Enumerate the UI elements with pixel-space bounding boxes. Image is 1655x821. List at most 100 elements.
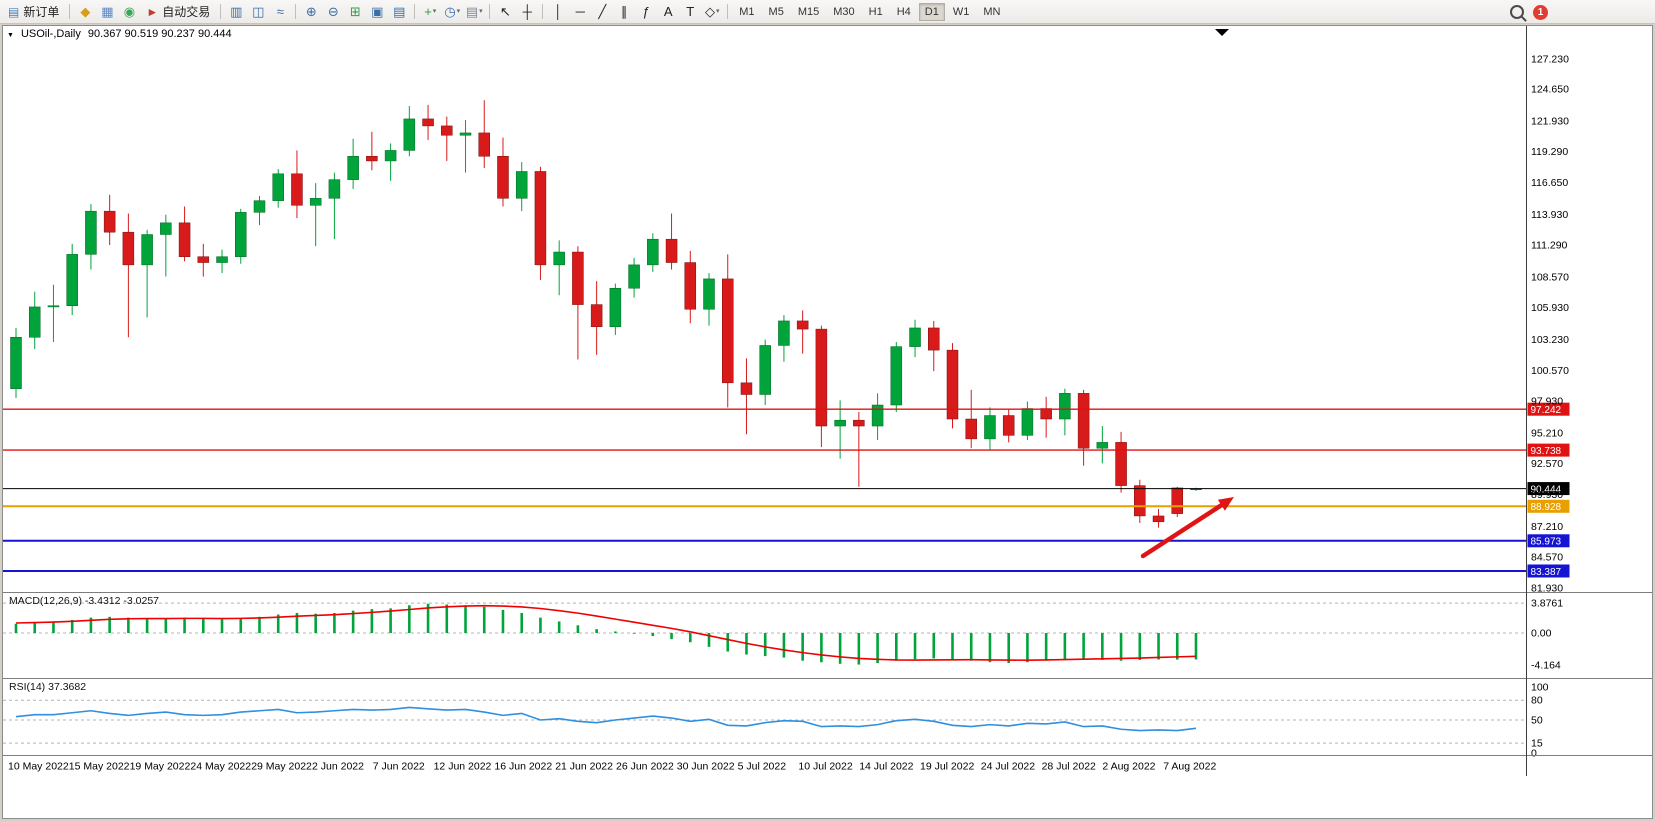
equidistant-channel-icon[interactable]: ∥ xyxy=(621,4,628,19)
shapes-icon[interactable]: ◇ ▾ xyxy=(705,4,720,19)
zoom-in-icon[interactable]: ⊕ xyxy=(305,4,317,19)
toolbar-separator xyxy=(414,4,416,19)
cursor-icon[interactable]: ↖ xyxy=(499,4,511,19)
svg-text:50: 50 xyxy=(1531,715,1543,727)
svg-text:16 Jun 2022: 16 Jun 2022 xyxy=(494,761,552,773)
svg-text:81.930: 81.930 xyxy=(1531,583,1563,595)
market-watch-icon[interactable]: ◆ xyxy=(80,4,91,19)
svg-text:90.444: 90.444 xyxy=(1531,484,1562,495)
price-tags: 97.242 93.738 90.444 88.928 85.973 83.387 xyxy=(1527,402,1570,578)
macd-signal-line xyxy=(15,604,1197,661)
svg-text:-4.164: -4.164 xyxy=(1531,660,1561,672)
svg-text:111.290: 111.290 xyxy=(1531,240,1568,252)
toolbar-left-group: ▤ 新订单 ◆ ▦ ◉ ► 自动交易 ▥ ◫ ≈ ⊕ ⊖ ⊞ ▣ ▤ + ▾ ◷ ▾ ▤ ▾ ↖ ┼ │ ─ ╱ ∥ ƒ A T ◇ ▾ M1 M… xyxy=(2,0,1007,23)
timeframe-button-m30[interactable]: M30 xyxy=(833,5,855,18)
rsi-name: RSI(14) xyxy=(9,681,46,693)
cascade-windows-icon[interactable]: ▣ xyxy=(371,4,384,19)
indicators-icon[interactable]: + ▾ xyxy=(424,4,437,19)
text-label-icon[interactable]: T xyxy=(686,4,695,19)
text-icon[interactable]: A xyxy=(663,4,673,19)
svg-text:85.973: 85.973 xyxy=(1531,537,1562,548)
svg-text:15 May 2022: 15 May 2022 xyxy=(69,761,130,773)
svg-text:116.650: 116.650 xyxy=(1531,177,1568,189)
panel-separators[interactable] xyxy=(3,592,1652,756)
timeframe-button-m5[interactable]: M5 xyxy=(768,5,784,18)
timeframe-button-h1[interactable]: H1 xyxy=(868,5,883,18)
periods-icon[interactable]: ◷ ▾ xyxy=(444,4,461,19)
timeframe-button-w1[interactable]: W1 xyxy=(952,5,970,18)
one-click-trading-toggle-icon[interactable]: ▼ xyxy=(7,32,14,39)
svg-text:88.928: 88.928 xyxy=(1531,502,1562,513)
toolbar: ▤ 新订单 ◆ ▦ ◉ ► 自动交易 ▥ ◫ ≈ ⊕ ⊖ ⊞ ▣ ▤ + ▾ ◷ ▾ ▤ ▾ ↖ ┼ │ ─ ╱ ∥ ƒ A T ◇ ▾ M1 M… xyxy=(0,0,1655,24)
timeframe-button-m15[interactable]: M15 xyxy=(797,5,820,18)
svg-text:83.387: 83.387 xyxy=(1531,567,1562,578)
svg-text:105.930: 105.930 xyxy=(1531,302,1569,314)
toolbar-separator xyxy=(727,4,729,19)
zoom-out-icon[interactable]: ⊖ xyxy=(327,4,339,19)
timeframe-button-h4[interactable]: H4 xyxy=(896,5,911,18)
new-order-button-label: 新订单 xyxy=(23,5,60,19)
svg-text:87.210: 87.210 xyxy=(1531,521,1563,533)
crosshair-icon[interactable]: ┼ xyxy=(522,4,532,19)
vertical-line-icon[interactable]: │ xyxy=(554,4,563,19)
bar-chart-icon[interactable]: ▥ xyxy=(230,4,243,19)
ohlc-readout: 90.367 90.519 90.237 90.444 xyxy=(87,28,232,40)
svg-text:28 Jul 2022: 28 Jul 2022 xyxy=(1042,761,1096,773)
line-chart-icon[interactable]: ≈ xyxy=(276,4,284,19)
svg-text:7 Jun 2022: 7 Jun 2022 xyxy=(373,761,425,773)
svg-text:26 Jun 2022: 26 Jun 2022 xyxy=(616,761,674,773)
candles-group xyxy=(10,100,1202,528)
chevron-down-icon: ▾ xyxy=(456,8,461,15)
new-order-button[interactable]: ▤ 新订单 xyxy=(2,2,65,22)
chart-title-bar: ▼ USOil-,Daily 90.367 90.519 90.237 90.4… xyxy=(7,28,232,40)
svg-text:3.8761: 3.8761 xyxy=(1531,598,1563,610)
timeframe-button-mn[interactable]: MN xyxy=(983,5,1001,18)
svg-text:119.290: 119.290 xyxy=(1531,146,1568,158)
indicator-level-lines xyxy=(3,602,1527,744)
fibonacci-icon[interactable]: ƒ xyxy=(642,4,650,19)
price-chart-svg[interactable]: 97.24293.73890.44488.92885.97383.387127.… xyxy=(3,26,1652,818)
autotrading-icon: ► xyxy=(146,4,159,19)
timeframe-button-m1[interactable]: M1 xyxy=(739,5,755,18)
svg-text:97.242: 97.242 xyxy=(1531,405,1562,416)
svg-text:103.230: 103.230 xyxy=(1531,334,1569,346)
svg-text:124.650: 124.650 xyxy=(1531,84,1569,96)
timeframe-button-d1[interactable]: D1 xyxy=(918,2,945,21)
chevron-down-icon: ▾ xyxy=(432,8,437,15)
svg-text:7 Aug 2022: 7 Aug 2022 xyxy=(1163,761,1216,773)
candlestick-chart-icon[interactable]: ◫ xyxy=(252,4,265,19)
templates-icon[interactable]: ▤ ▾ xyxy=(465,4,483,19)
tile-windows-icon[interactable]: ⊞ xyxy=(349,4,361,19)
toolbar-separator xyxy=(489,4,491,19)
toolbar-separator xyxy=(220,4,222,19)
svg-text:21 Jun 2022: 21 Jun 2022 xyxy=(555,761,613,773)
macd-values: -3.4312 -3.0257 xyxy=(84,595,160,607)
horizontal-line-icon[interactable]: ─ xyxy=(575,4,585,19)
arrange-charts-icon[interactable]: ▤ xyxy=(393,4,406,19)
notification-badge[interactable]: 1 xyxy=(1533,4,1548,20)
svg-text:30 Jun 2022: 30 Jun 2022 xyxy=(677,761,735,773)
toolbar-separator xyxy=(69,4,71,19)
toolbar-separator xyxy=(295,4,297,19)
macd-name: MACD(12,26,9) xyxy=(9,595,82,607)
svg-text:127.230: 127.230 xyxy=(1531,54,1569,66)
chart-window: ▼ USOil-,Daily 90.367 90.519 90.237 90.4… xyxy=(2,25,1653,819)
symbol-period-label: USOil-,Daily xyxy=(20,28,81,40)
search-icon[interactable] xyxy=(1510,5,1524,19)
svg-text:2 Aug 2022: 2 Aug 2022 xyxy=(1102,761,1155,773)
svg-text:113.930: 113.930 xyxy=(1531,209,1568,221)
autotrading-button[interactable]: ► 自动交易 xyxy=(140,2,216,22)
macd-indicator-label: MACD(12,26,9) -3.4312 -3.0257 xyxy=(9,595,159,607)
macd-axis: 3.8761 0.00 -4.164 xyxy=(1531,598,1563,672)
chart-shift-marker[interactable] xyxy=(1215,29,1229,36)
svg-text:19 May 2022: 19 May 2022 xyxy=(130,761,191,773)
trendline-icon[interactable]: ╱ xyxy=(598,4,607,19)
navigator-icon[interactable]: ◉ xyxy=(123,4,136,19)
svg-text:95.210: 95.210 xyxy=(1531,427,1563,439)
trend-arrow[interactable] xyxy=(1140,497,1234,559)
svg-text:5 Jul 2022: 5 Jul 2022 xyxy=(738,761,787,773)
data-window-icon[interactable]: ▦ xyxy=(101,4,114,19)
toolbar-right-group: 1 xyxy=(1510,0,1548,24)
horizontal-line-objects[interactable] xyxy=(3,408,1527,572)
